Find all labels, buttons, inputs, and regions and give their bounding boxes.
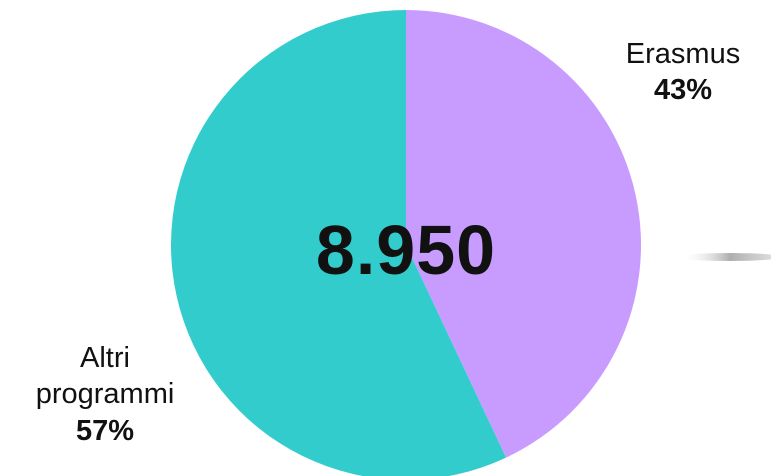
decorative-streak <box>680 253 771 261</box>
slice-percent-erasmus: 43% <box>653 74 713 107</box>
slice-name-altri-line2: programmi <box>35 378 175 411</box>
slice-name-erasmus: Erasmus <box>625 38 741 70</box>
slice-label-erasmus: Erasmus 43% <box>598 36 768 109</box>
center-total-value: 8.950 <box>315 211 497 289</box>
slice-name-altri-line1: Altri <box>80 342 130 374</box>
pie-slice-erasmus <box>406 10 641 458</box>
slice-label-altri-programmi: Altri programmi 57% <box>0 340 210 449</box>
slice-percent-altri-programmi: 57% <box>75 414 135 447</box>
pie-slice-altri-programmi <box>171 10 507 476</box>
pie-slices <box>171 10 641 476</box>
